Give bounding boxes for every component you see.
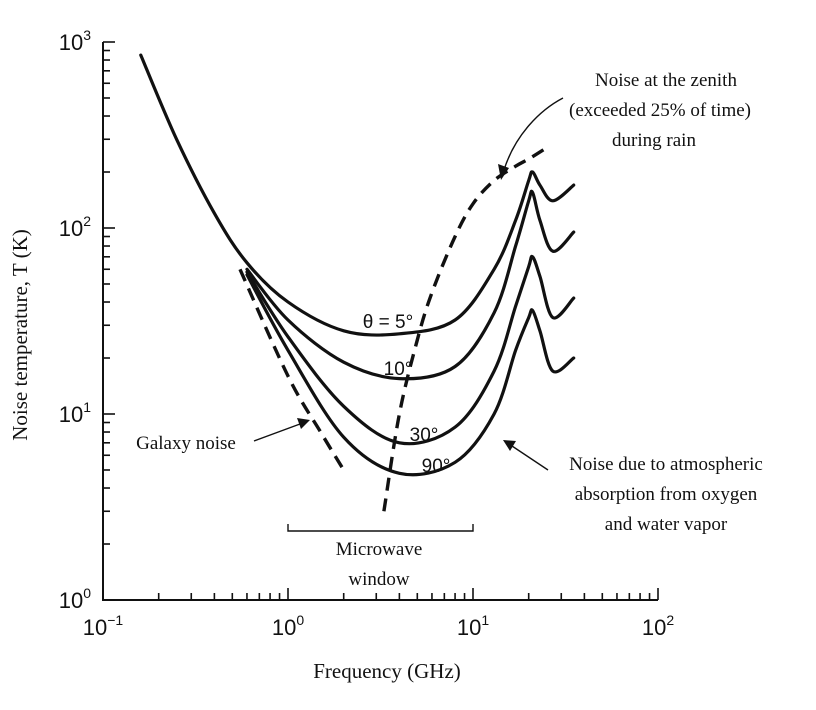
curves bbox=[139, 53, 576, 512]
atmospheric-line-1: Noise due to atmospheric bbox=[569, 454, 763, 475]
series-line-1 bbox=[245, 189, 576, 381]
x-tick-label: 10−1 bbox=[83, 612, 124, 640]
x-axis-title: Frequency (GHz) bbox=[313, 659, 461, 683]
curve-label-0: θ = 5° bbox=[363, 312, 413, 333]
curve-labels: θ = 5° 10° 30° 90° bbox=[363, 312, 451, 477]
series-line-3 bbox=[245, 273, 576, 477]
zenith-line-3: during rain bbox=[612, 130, 696, 151]
zenith-annotation: Noise at the zenith (exceeded 25% of tim… bbox=[498, 70, 751, 180]
x-tick-label: 100 bbox=[272, 612, 304, 640]
curve-label-2: 30° bbox=[410, 425, 439, 446]
zenith-arrowhead bbox=[498, 164, 509, 180]
y-tick-label: 102 bbox=[59, 213, 91, 241]
galaxy-arrowhead bbox=[297, 418, 310, 429]
zenith-arrow bbox=[503, 97, 564, 171]
microwave-window-bracket bbox=[287, 524, 474, 532]
atmospheric-arrowhead bbox=[503, 440, 516, 451]
curve-label-3: 90° bbox=[422, 456, 451, 477]
series-line-4 bbox=[238, 268, 346, 471]
zenith-line-2: (exceeded 25% of time) bbox=[569, 100, 751, 121]
microwave-window: Microwave window bbox=[287, 524, 474, 590]
y-tick-label: 101 bbox=[59, 399, 91, 427]
ticks bbox=[102, 41, 659, 601]
curve-label-1: 10° bbox=[384, 359, 413, 380]
series-line-5 bbox=[382, 146, 548, 512]
atmospheric-annotation: Noise due to atmospheric absorption from… bbox=[503, 440, 763, 535]
galaxy-label: Galaxy noise bbox=[136, 433, 236, 454]
atmospheric-arrow bbox=[511, 445, 549, 471]
y-axis-title: Noise temperature, T (K) bbox=[8, 229, 32, 441]
microwave-window-line-1: Microwave bbox=[336, 539, 423, 560]
zenith-line-1: Noise at the zenith bbox=[595, 70, 737, 91]
y-tick-label: 100 bbox=[59, 585, 91, 613]
x-tick-label: 101 bbox=[457, 612, 489, 640]
x-tick-label: 102 bbox=[642, 612, 674, 640]
galaxy-arrow bbox=[253, 423, 301, 442]
galaxy-annotation: Galaxy noise bbox=[136, 418, 310, 454]
y-tick-label: 103 bbox=[59, 27, 91, 55]
series-line-2 bbox=[245, 254, 576, 446]
microwave-window-line-2: window bbox=[348, 569, 410, 590]
series-line-0 bbox=[139, 53, 576, 337]
atmospheric-line-3: and water vapor bbox=[605, 514, 728, 535]
atmospheric-line-2: absorption from oxygen bbox=[575, 484, 758, 505]
